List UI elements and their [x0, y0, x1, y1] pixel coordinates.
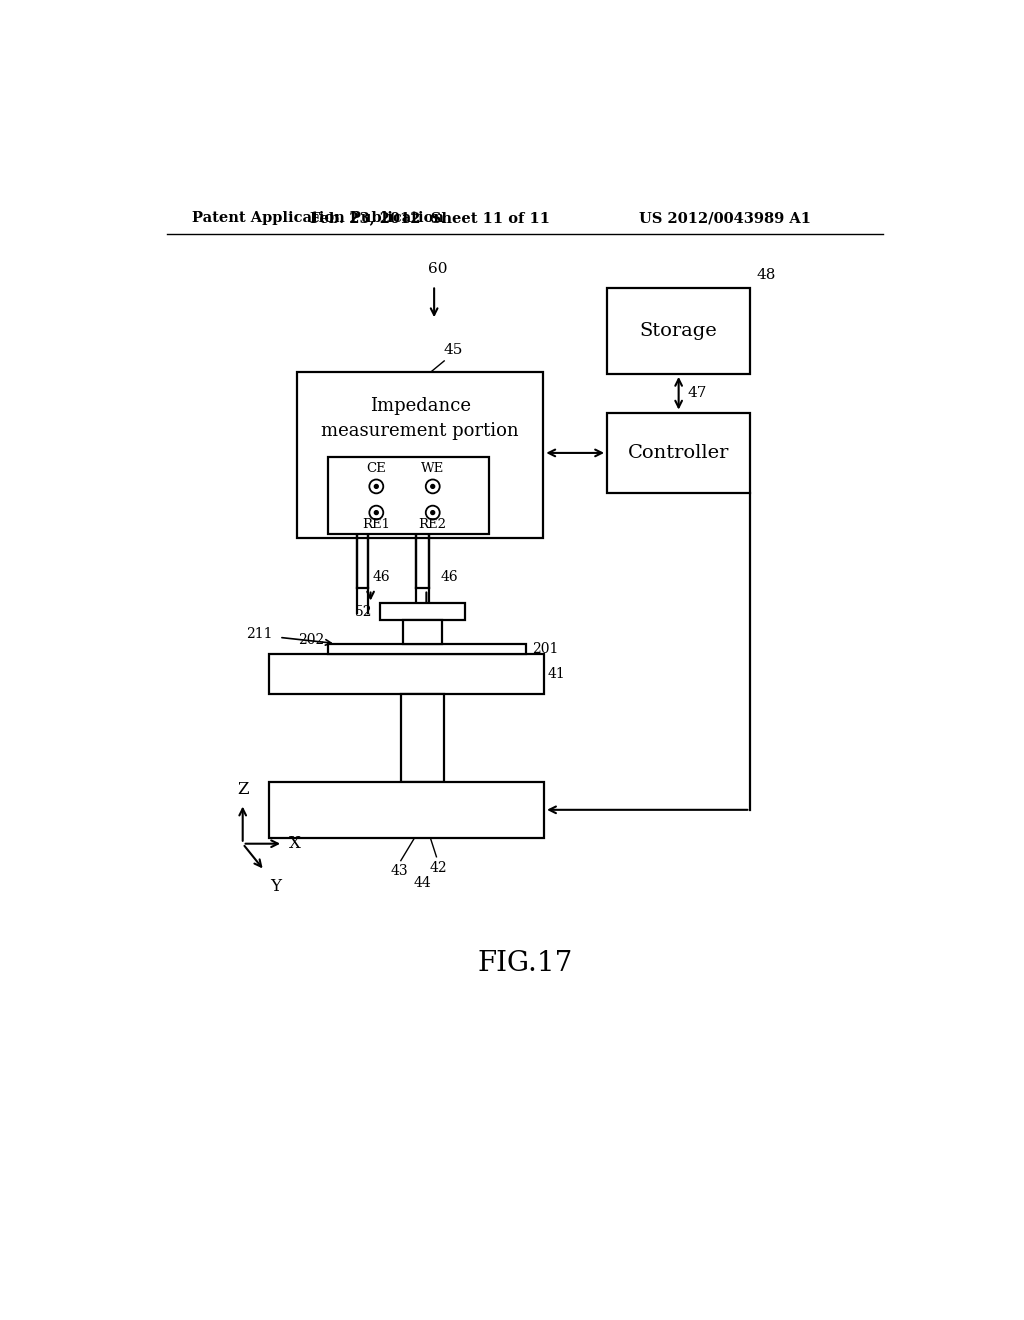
Circle shape	[431, 511, 434, 515]
Bar	[328, 644, 525, 655]
Text: 201: 201	[531, 642, 558, 656]
Bar	[269, 655, 544, 694]
Bar	[403, 620, 442, 644]
Bar	[328, 457, 489, 535]
Text: Storage: Storage	[640, 322, 718, 339]
Text: Patent Application Publication: Patent Application Publication	[191, 211, 443, 226]
Text: 202: 202	[298, 632, 324, 647]
Text: RE2: RE2	[419, 517, 446, 531]
Text: WE: WE	[421, 462, 444, 475]
Bar	[380, 603, 465, 620]
Text: CE: CE	[367, 462, 386, 475]
Text: RE1: RE1	[362, 517, 390, 531]
Circle shape	[431, 484, 434, 488]
Text: 42: 42	[429, 861, 446, 875]
Text: Y: Y	[270, 878, 281, 895]
Text: 41: 41	[548, 668, 566, 681]
Bar	[607, 412, 751, 494]
Text: 52: 52	[354, 605, 372, 619]
Text: 47: 47	[688, 387, 708, 400]
Text: 44: 44	[414, 876, 431, 890]
Text: 46: 46	[372, 569, 390, 583]
Bar	[297, 372, 544, 539]
Circle shape	[375, 511, 378, 515]
Text: 43: 43	[390, 865, 408, 879]
Text: 46: 46	[440, 569, 458, 583]
Text: Z: Z	[237, 780, 249, 797]
Text: X: X	[289, 836, 301, 853]
Bar	[400, 694, 444, 781]
Text: 211: 211	[246, 627, 272, 642]
Text: 45: 45	[443, 343, 463, 358]
Text: Feb. 23, 2012  Sheet 11 of 11: Feb. 23, 2012 Sheet 11 of 11	[310, 211, 550, 226]
Text: FIG.17: FIG.17	[477, 949, 572, 977]
Bar	[269, 781, 544, 838]
Circle shape	[375, 484, 378, 488]
Text: 60: 60	[428, 263, 447, 276]
Bar	[607, 288, 751, 374]
Text: 221: 221	[328, 663, 354, 676]
Text: Impedance
measurement portion: Impedance measurement portion	[322, 397, 519, 440]
Text: US 2012/0043989 A1: US 2012/0043989 A1	[639, 211, 811, 226]
Text: Controller: Controller	[628, 444, 729, 462]
Text: 48: 48	[757, 268, 776, 281]
